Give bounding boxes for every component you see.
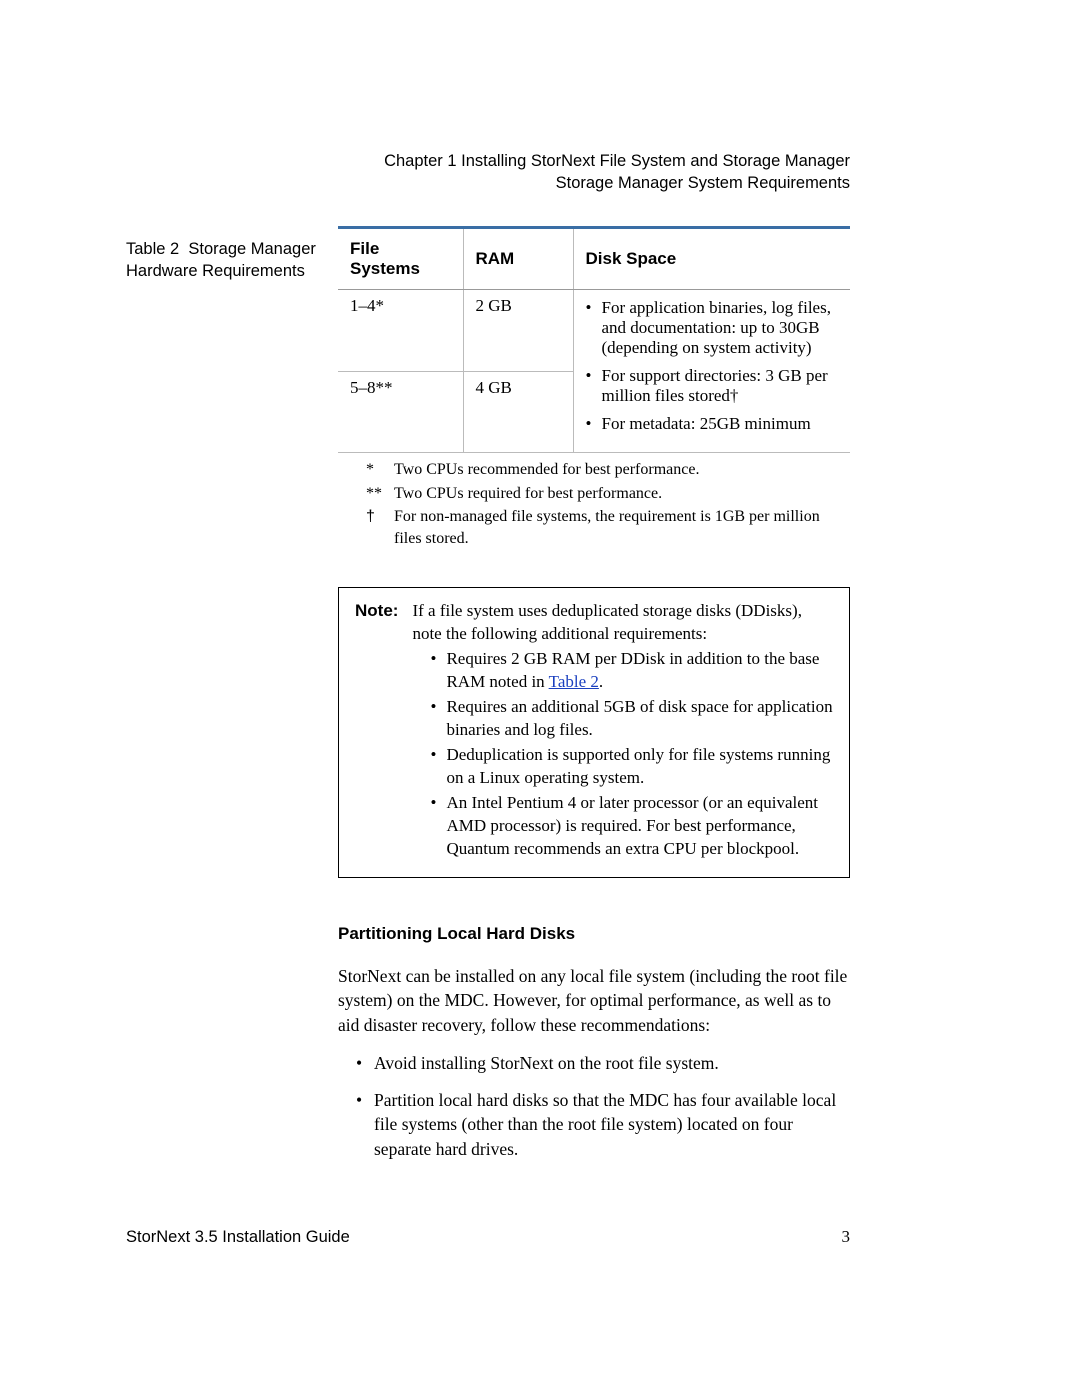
note-list: Requires 2 GB RAM per DDisk in addition … (412, 648, 833, 860)
note-body: If a file system uses deduplicated stora… (412, 600, 833, 862)
cell-ram-1: 2 GB (463, 290, 573, 372)
cell-ram-2: 4 GB (463, 371, 573, 453)
footnote: * Two CPUs recommended for best performa… (366, 459, 850, 481)
footnote: † For non-managed file systems, the requ… (366, 506, 850, 549)
body-list: Avoid installing StorNext on the root fi… (338, 1051, 850, 1161)
disk-space-item: For metadata: 25GB minimum (586, 414, 839, 434)
footer-page-number: 3 (842, 1227, 851, 1247)
col-header-disk-space: Disk Space (573, 229, 850, 290)
footnote-mark: † (366, 506, 388, 549)
note-item: Deduplication is supported only for file… (430, 744, 833, 790)
header-line-2: Storage Manager System Requirements (384, 172, 850, 194)
table-caption: Table 2 Storage Manager Hardware Require… (126, 238, 326, 283)
note-item: An Intel Pentium 4 or later processor (o… (430, 792, 833, 861)
note-item-text-post: . (599, 672, 603, 691)
body-list-item: Partition local hard disks so that the M… (356, 1088, 850, 1162)
table-header-row: File Systems RAM Disk Space (338, 229, 850, 290)
footnote-text: For non-managed file systems, the requir… (394, 506, 850, 549)
col-header-file-systems: File Systems (338, 229, 463, 290)
content-column: File Systems RAM Disk Space 1–4* 2 GB Fo… (338, 226, 850, 1173)
footnote: ** Two CPUs required for best performanc… (366, 483, 850, 505)
note-item-text-pre: Requires 2 GB RAM per DDisk in addition … (446, 649, 819, 691)
header-line-1: Chapter 1 Installing StorNext File Syste… (384, 150, 850, 172)
note-label: Note: (355, 600, 398, 862)
cell-disk-space: For application binaries, log files, and… (573, 290, 850, 453)
footnote-text: Two CPUs required for best performance. (394, 483, 662, 505)
body-paragraph: StorNext can be installed on any local f… (338, 964, 850, 1038)
note-item: Requires an additional 5GB of disk space… (430, 696, 833, 742)
body-list-item: Avoid installing StorNext on the root fi… (356, 1051, 850, 1076)
note-item: Requires 2 GB RAM per DDisk in addition … (430, 648, 833, 694)
cell-fs-2: 5–8** (338, 371, 463, 453)
footer-guide-title: StorNext 3.5 Installation Guide (126, 1228, 350, 1247)
disk-space-item: For support directories: 3 GB per millio… (586, 366, 839, 406)
disk-space-item: For application binaries, log files, and… (586, 298, 839, 358)
footnote-text: Two CPUs recommended for best performanc… (394, 459, 699, 481)
running-header: Chapter 1 Installing StorNext File Syste… (384, 150, 850, 195)
note-intro: If a file system uses deduplicated stora… (412, 601, 802, 643)
col-header-ram: RAM (463, 229, 573, 290)
footnote-mark: ** (366, 483, 388, 505)
hardware-requirements-table: File Systems RAM Disk Space 1–4* 2 GB Fo… (338, 229, 850, 453)
note-box: Note: If a file system uses deduplicated… (338, 587, 850, 877)
cell-fs-1: 1–4* (338, 290, 463, 372)
disk-space-item-text: For support directories: 3 GB per millio… (602, 366, 828, 405)
footnote-mark: * (366, 459, 388, 481)
table-footnotes: * Two CPUs recommended for best performa… (338, 459, 850, 549)
table-row: 1–4* 2 GB For application binaries, log … (338, 290, 850, 372)
disk-space-list: For application binaries, log files, and… (586, 298, 839, 434)
table-caption-label: Table 2 (126, 240, 179, 258)
section-heading: Partitioning Local Hard Disks (338, 924, 850, 944)
table-2-link[interactable]: Table 2 (549, 672, 599, 691)
